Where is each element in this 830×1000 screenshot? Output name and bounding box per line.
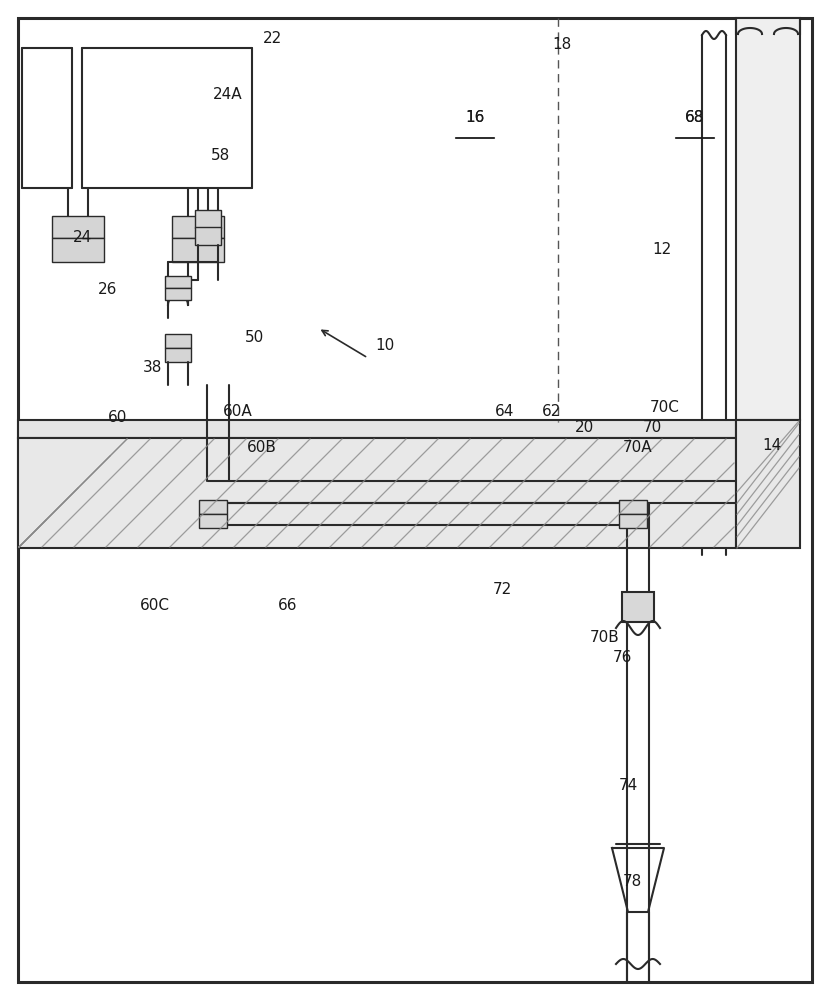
Bar	[622, 592, 654, 622]
Text: 50: 50	[246, 330, 265, 346]
Text: 72: 72	[492, 582, 511, 598]
Bar	[736, 18, 800, 420]
Bar	[199, 500, 227, 514]
Bar	[52, 238, 104, 262]
Text: 10: 10	[375, 338, 394, 353]
Bar	[165, 348, 191, 362]
Bar	[52, 216, 104, 238]
Bar	[165, 334, 191, 348]
Text: 64: 64	[496, 404, 515, 420]
Bar	[619, 500, 647, 514]
Text: 60A: 60A	[223, 404, 253, 420]
Bar	[619, 514, 647, 528]
Bar	[195, 210, 221, 228]
Text: 68: 68	[686, 110, 705, 125]
Bar	[172, 238, 224, 262]
Text: 70C: 70C	[650, 400, 680, 416]
Text: 60B: 60B	[247, 440, 277, 456]
Text: 12: 12	[652, 242, 671, 257]
Text: 38: 38	[142, 360, 162, 375]
Bar	[18, 438, 736, 548]
Text: 60: 60	[108, 410, 128, 426]
Text: 76: 76	[613, 650, 632, 666]
Text: 24A: 24A	[213, 87, 243, 102]
Bar	[195, 227, 221, 245]
Bar	[199, 514, 227, 528]
Text: 62: 62	[542, 404, 562, 420]
Text: 78: 78	[622, 874, 642, 890]
Text: 20: 20	[575, 420, 594, 436]
Bar	[165, 276, 191, 288]
Text: 74: 74	[618, 778, 637, 792]
Bar	[18, 420, 736, 438]
Text: 24: 24	[72, 231, 91, 245]
Text: 70: 70	[642, 420, 662, 436]
Text: 16: 16	[466, 110, 485, 125]
Text: 70A: 70A	[623, 440, 653, 456]
Text: 66: 66	[278, 597, 298, 612]
Text: 26: 26	[98, 282, 118, 298]
Text: 18: 18	[553, 37, 572, 52]
Text: 22: 22	[262, 31, 281, 46]
Text: 14: 14	[763, 438, 782, 452]
Bar	[165, 288, 191, 300]
Text: 58: 58	[210, 148, 230, 163]
Text: 70B: 70B	[590, 631, 620, 646]
Text: 68: 68	[686, 110, 705, 125]
Bar	[736, 420, 800, 548]
Text: 16: 16	[466, 110, 485, 125]
Bar	[172, 216, 224, 238]
Text: 60C: 60C	[140, 597, 170, 612]
